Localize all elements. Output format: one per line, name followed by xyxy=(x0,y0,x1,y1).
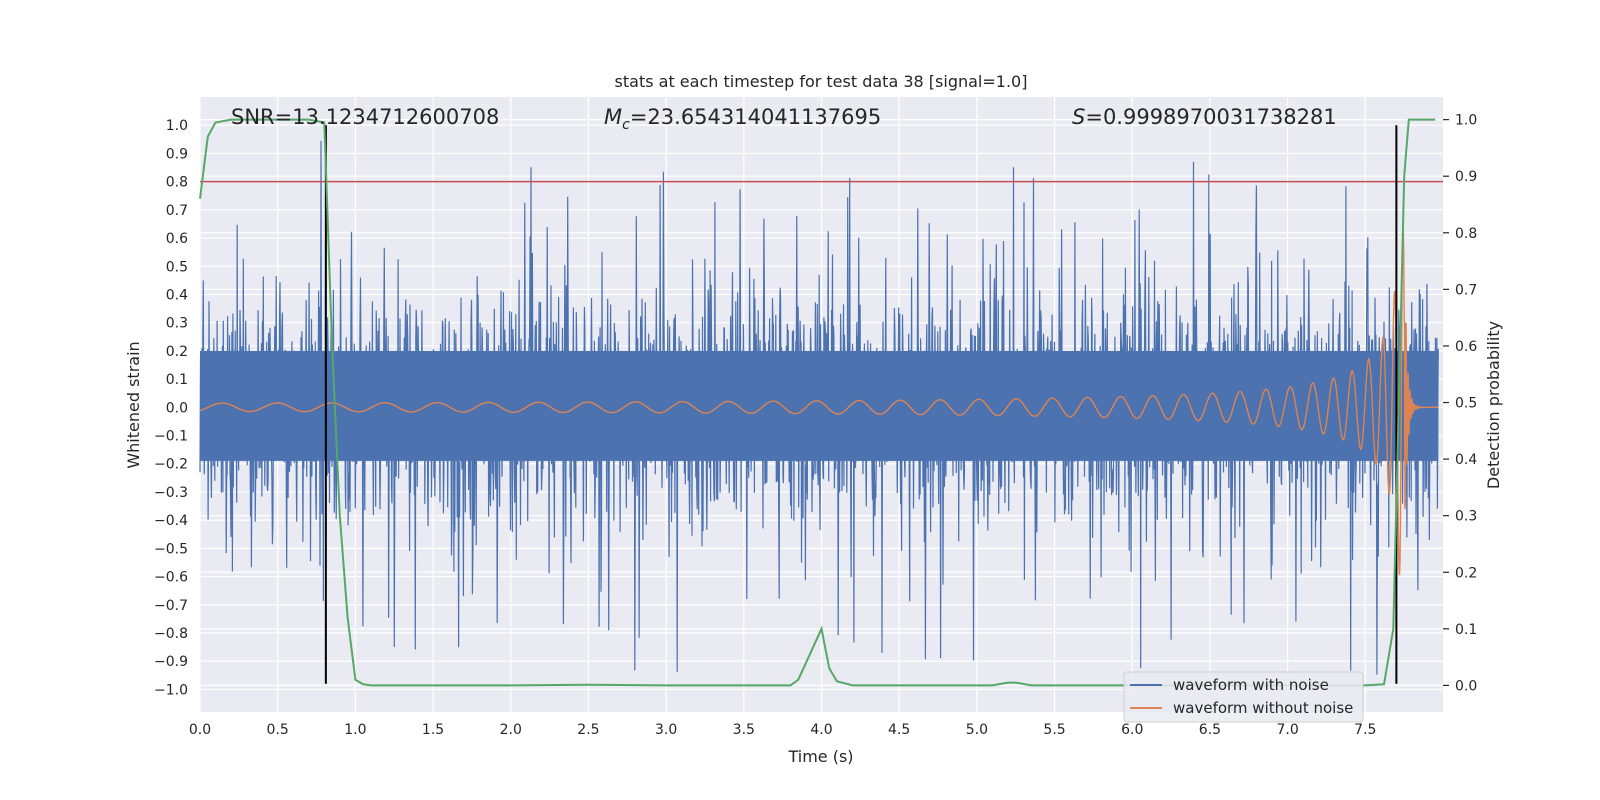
y-tick-label: 0.0 xyxy=(166,400,188,416)
y-tick-label: −0.9 xyxy=(154,654,188,670)
annotation-score-value: =0.9998970031738281 xyxy=(1085,105,1336,129)
x-tick-label: 2.5 xyxy=(577,722,599,738)
x-tick-label: 3.0 xyxy=(655,722,677,738)
y-tick-label: −0.7 xyxy=(154,598,188,614)
y2-tick-label: 0.0 xyxy=(1455,678,1477,694)
vertical-markers xyxy=(324,125,1398,684)
y-axis-label: Whitened strain xyxy=(124,341,143,468)
x-tick-label: 4.5 xyxy=(888,722,910,738)
x-tick-label: 0.0 xyxy=(189,722,211,738)
clean-line xyxy=(199,224,1439,576)
y2-tick-label: 0.5 xyxy=(1455,396,1477,412)
y2-tick-label: 0.8 xyxy=(1455,226,1477,242)
y-tick-label: 1.0 xyxy=(166,118,188,134)
x-tick-label: 5.0 xyxy=(966,722,988,738)
y2-tick-label: 0.2 xyxy=(1455,565,1477,581)
y-tick-label: 0.2 xyxy=(166,344,188,360)
y2-axis-label: Detection probability xyxy=(1484,321,1503,489)
annotation-score-symbol: S xyxy=(1072,105,1085,129)
y-tick-label: −0.3 xyxy=(154,485,188,501)
annotation-chirp-mass: Mc=23.654314041137695 xyxy=(604,105,881,133)
y-tick-label: 0.7 xyxy=(166,203,188,219)
y-tick-label: −1.0 xyxy=(154,682,188,698)
y-tick-label: −0.1 xyxy=(154,429,188,445)
x-tick-label: 6.0 xyxy=(1121,722,1143,738)
x-tick-label: 7.0 xyxy=(1276,722,1298,738)
x-tick-label: 1.0 xyxy=(344,722,366,738)
annotation-chirp-mass-sub: c xyxy=(622,117,630,133)
series-waveform-without-noise xyxy=(199,224,1439,576)
y-tick-label: 0.9 xyxy=(166,146,188,162)
y-tick-label: −0.4 xyxy=(154,513,188,529)
y2-tick-label: 0.7 xyxy=(1455,282,1477,298)
noise-band xyxy=(200,350,1439,461)
y-tick-label: −0.6 xyxy=(154,570,188,586)
series-waveform-with-noise xyxy=(199,140,1439,675)
y-tick-label: 0.6 xyxy=(166,231,188,247)
x-axis-ticks: 0.0 0.5 1.0 1.5 2.0 2.5 3.0 3.5 4.0 4.5 5.0 5.5 6.0 6… xyxy=(189,722,1377,738)
y-tick-label: 0.8 xyxy=(166,175,188,191)
annotation-chirp-mass-symbol: M xyxy=(604,105,622,129)
annotation-score: S=0.9998970031738281 xyxy=(1072,105,1337,129)
y2-tick-label: 0.6 xyxy=(1455,339,1477,355)
y2-tick-label: 0.4 xyxy=(1455,452,1477,468)
y2-tick-label: 0.1 xyxy=(1455,622,1477,638)
y-tick-label: 0.1 xyxy=(166,372,188,388)
y2-tick-label: 0.9 xyxy=(1455,169,1477,185)
legend-label-clean: waveform without noise xyxy=(1173,699,1353,717)
y-tick-label: 0.5 xyxy=(166,259,188,275)
y2-axis-ticks: 1.0 0.9 0.8 0.7 0.6 0.5 0.4 0.3 0.2 0.1 0.0 xyxy=(1443,113,1477,694)
x-tick-label: 4.0 xyxy=(810,722,832,738)
y-tick-label: −0.8 xyxy=(154,626,188,642)
x-axis-label: Time (s) xyxy=(787,747,853,766)
y2-tick-label: 0.3 xyxy=(1455,509,1477,525)
y-tick-label: 0.4 xyxy=(166,287,188,303)
x-tick-label: 2.0 xyxy=(500,722,522,738)
x-tick-label: 6.5 xyxy=(1199,722,1221,738)
y-tick-label: −0.2 xyxy=(154,457,188,473)
y2-tick-label: 1.0 xyxy=(1455,113,1477,129)
legend-box xyxy=(1123,671,1364,723)
y-tick-label: 0.3 xyxy=(166,316,188,332)
x-tick-label: 0.5 xyxy=(267,722,289,738)
annotation-chirp-mass-value: =23.654314041137695 xyxy=(630,105,881,129)
legend: waveform with noise waveform without noi… xyxy=(1123,671,1364,723)
x-tick-label: 5.5 xyxy=(1043,722,1065,738)
x-tick-label: 7.5 xyxy=(1354,722,1376,738)
chart-title: stats at each timestep for test data 38 … xyxy=(615,72,1028,91)
x-tick-label: 1.5 xyxy=(422,722,444,738)
annotation-snr: SNR=13.1234712600708 xyxy=(231,105,499,129)
y-tick-label: −0.5 xyxy=(154,541,188,557)
legend-label-noise: waveform with noise xyxy=(1173,676,1329,694)
x-tick-label: 3.5 xyxy=(733,722,755,738)
y-axis-ticks: 1.0 0.9 0.8 0.7 0.6 0.5 0.4 0.3 0.2 0.1 0.0 −0.1 −0.… xyxy=(154,118,188,698)
